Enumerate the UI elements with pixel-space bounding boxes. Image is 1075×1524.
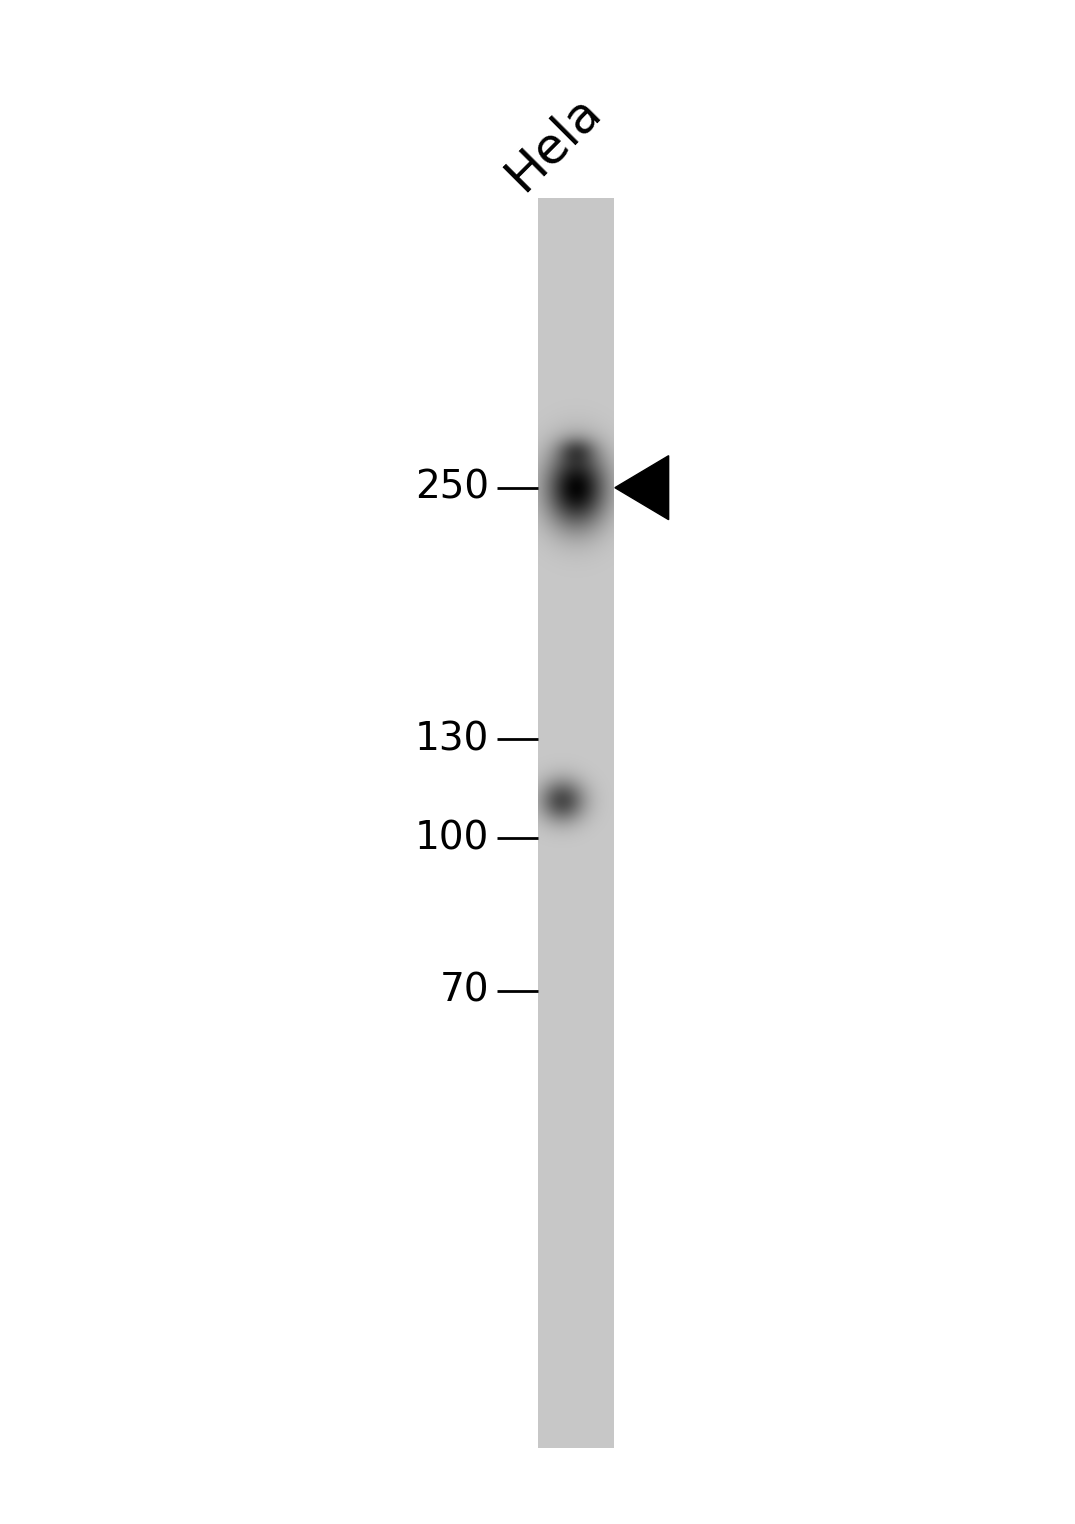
Text: 130: 130: [415, 721, 489, 757]
Text: 100: 100: [415, 820, 489, 856]
Text: Hela: Hela: [496, 87, 610, 200]
Bar: [538, 198, 613, 1448]
Text: 250: 250: [415, 469, 489, 506]
Polygon shape: [615, 456, 669, 520]
Text: 70: 70: [440, 972, 489, 1009]
